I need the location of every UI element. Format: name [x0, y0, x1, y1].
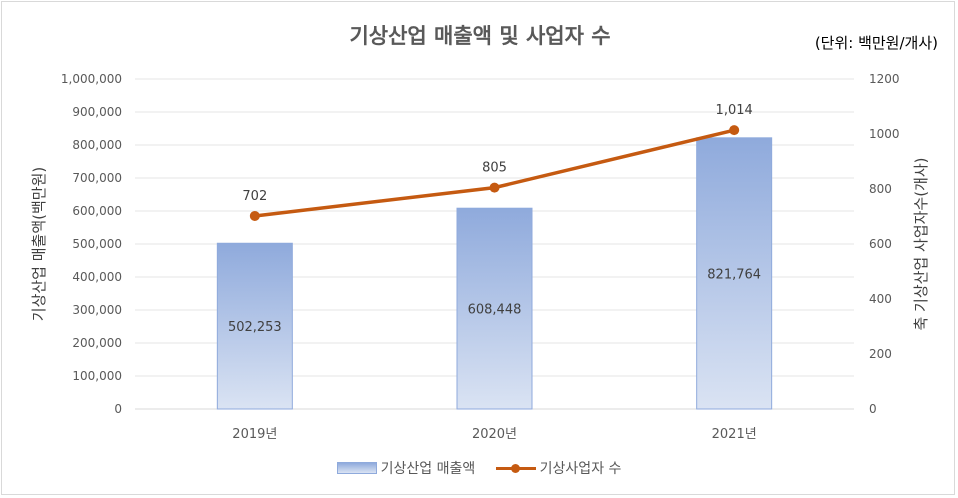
- x-tick-label: 2020년: [472, 427, 517, 442]
- line-point: [249, 210, 260, 221]
- line-data-label: 805: [482, 161, 507, 176]
- y-left-tick-label: 700,000: [72, 171, 122, 185]
- y-left-tick-label: 500,000: [72, 237, 122, 251]
- y-right-axis-label: 축 기상산업 사업자수(개사): [912, 157, 930, 330]
- chart-legend: 기상산업 매출액 기상사업자 수: [0, 458, 958, 478]
- y-left-tick-label: 300,000: [72, 303, 122, 317]
- y-left-tick-label: 600,000: [72, 204, 122, 218]
- y-left-tick-label: 900,000: [72, 105, 122, 119]
- x-tick-label: 2021년: [712, 427, 757, 442]
- line-point: [729, 125, 740, 136]
- y-right-tick-label: 1200: [869, 72, 900, 86]
- y-left-tick-label: 200,000: [72, 336, 122, 350]
- x-tick-label: 2019년: [232, 427, 277, 442]
- y-left-tick-label: 1,000,000: [61, 72, 122, 86]
- y-left-tick-label: 100,000: [72, 369, 122, 383]
- bar-data-label: 821,764: [707, 267, 761, 282]
- unit-note: (단위: 백만원/개사): [814, 34, 938, 52]
- y-right-tick-label: 0: [869, 402, 877, 416]
- legend-item-companies: 기상사업자 수: [495, 458, 622, 478]
- y-right-tick-label: 400: [869, 292, 892, 306]
- legend-label-companies: 기상사업자 수: [539, 461, 622, 477]
- y-left-tick-label: 0: [114, 402, 122, 416]
- chart-title: 기상산업 매출액 및 사업자 수: [349, 24, 611, 48]
- bar-data-label: 502,253: [228, 320, 282, 335]
- y-right-tick-label: 600: [869, 237, 892, 251]
- line-point: [489, 182, 500, 193]
- bar-data-label: 608,448: [468, 303, 522, 318]
- line-data-label: 1,014: [716, 103, 753, 118]
- y-left-tick-label: 800,000: [72, 138, 122, 152]
- bar: [456, 207, 533, 410]
- legend-swatch-bar: [336, 462, 377, 474]
- bar: [216, 242, 293, 410]
- y-right-tick-label: 1000: [869, 127, 900, 141]
- y-right-tick-label: 800: [869, 182, 892, 196]
- line-data-label: 702: [242, 189, 267, 204]
- y-right-tick-label: 200: [869, 347, 892, 361]
- legend-swatch-line: [495, 462, 536, 474]
- y-left-tick-label: 400,000: [72, 270, 122, 284]
- legend-item-sales: 기상산업 매출액: [336, 458, 476, 478]
- bar: [696, 137, 773, 410]
- y-left-axis-label: 기상산업 매출액(백만원): [30, 167, 48, 321]
- legend-label-sales: 기상산업 매출액: [380, 461, 476, 477]
